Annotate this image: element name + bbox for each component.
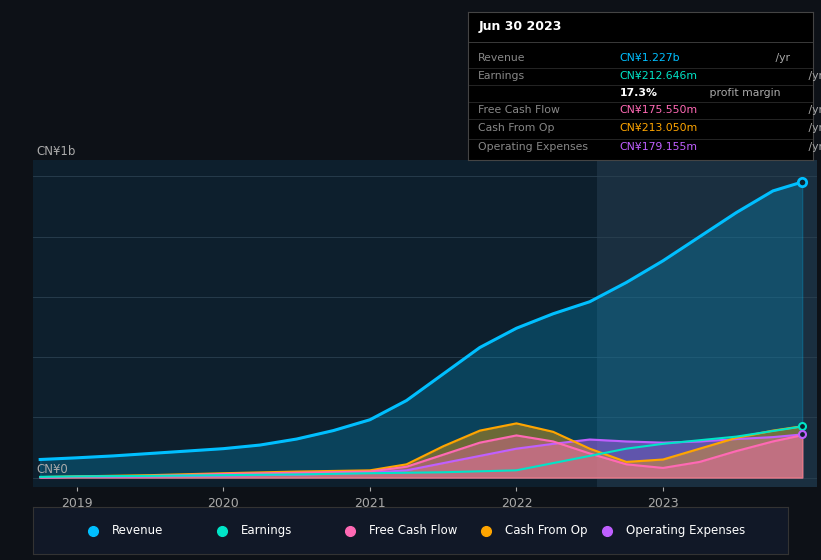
Text: 17.3%: 17.3% <box>620 88 658 97</box>
Text: Cash From Op: Cash From Op <box>505 524 587 537</box>
Text: CN¥1b: CN¥1b <box>37 145 76 158</box>
Text: Operating Expenses: Operating Expenses <box>626 524 745 537</box>
Text: Revenue: Revenue <box>479 53 525 63</box>
Text: CN¥175.550m: CN¥175.550m <box>620 105 698 115</box>
Text: /yr: /yr <box>805 105 821 115</box>
Text: CN¥1.227b: CN¥1.227b <box>620 53 681 63</box>
Text: Earnings: Earnings <box>241 524 292 537</box>
Text: Free Cash Flow: Free Cash Flow <box>479 105 560 115</box>
Text: Cash From Op: Cash From Op <box>479 123 555 133</box>
Text: CN¥179.155m: CN¥179.155m <box>620 142 698 152</box>
Text: CN¥212.646m: CN¥212.646m <box>620 71 698 81</box>
Text: Earnings: Earnings <box>479 71 525 81</box>
Text: Free Cash Flow: Free Cash Flow <box>369 524 457 537</box>
Text: Revenue: Revenue <box>112 524 163 537</box>
Text: /yr: /yr <box>805 123 821 133</box>
Bar <box>597 160 817 487</box>
Text: profit margin: profit margin <box>706 88 781 97</box>
Text: /yr: /yr <box>805 71 821 81</box>
Text: Jun 30 2023: Jun 30 2023 <box>479 20 562 33</box>
Text: /yr: /yr <box>805 142 821 152</box>
Text: /yr: /yr <box>773 53 791 63</box>
Text: Operating Expenses: Operating Expenses <box>479 142 589 152</box>
Text: CN¥0: CN¥0 <box>37 463 68 476</box>
Text: CN¥213.050m: CN¥213.050m <box>620 123 698 133</box>
